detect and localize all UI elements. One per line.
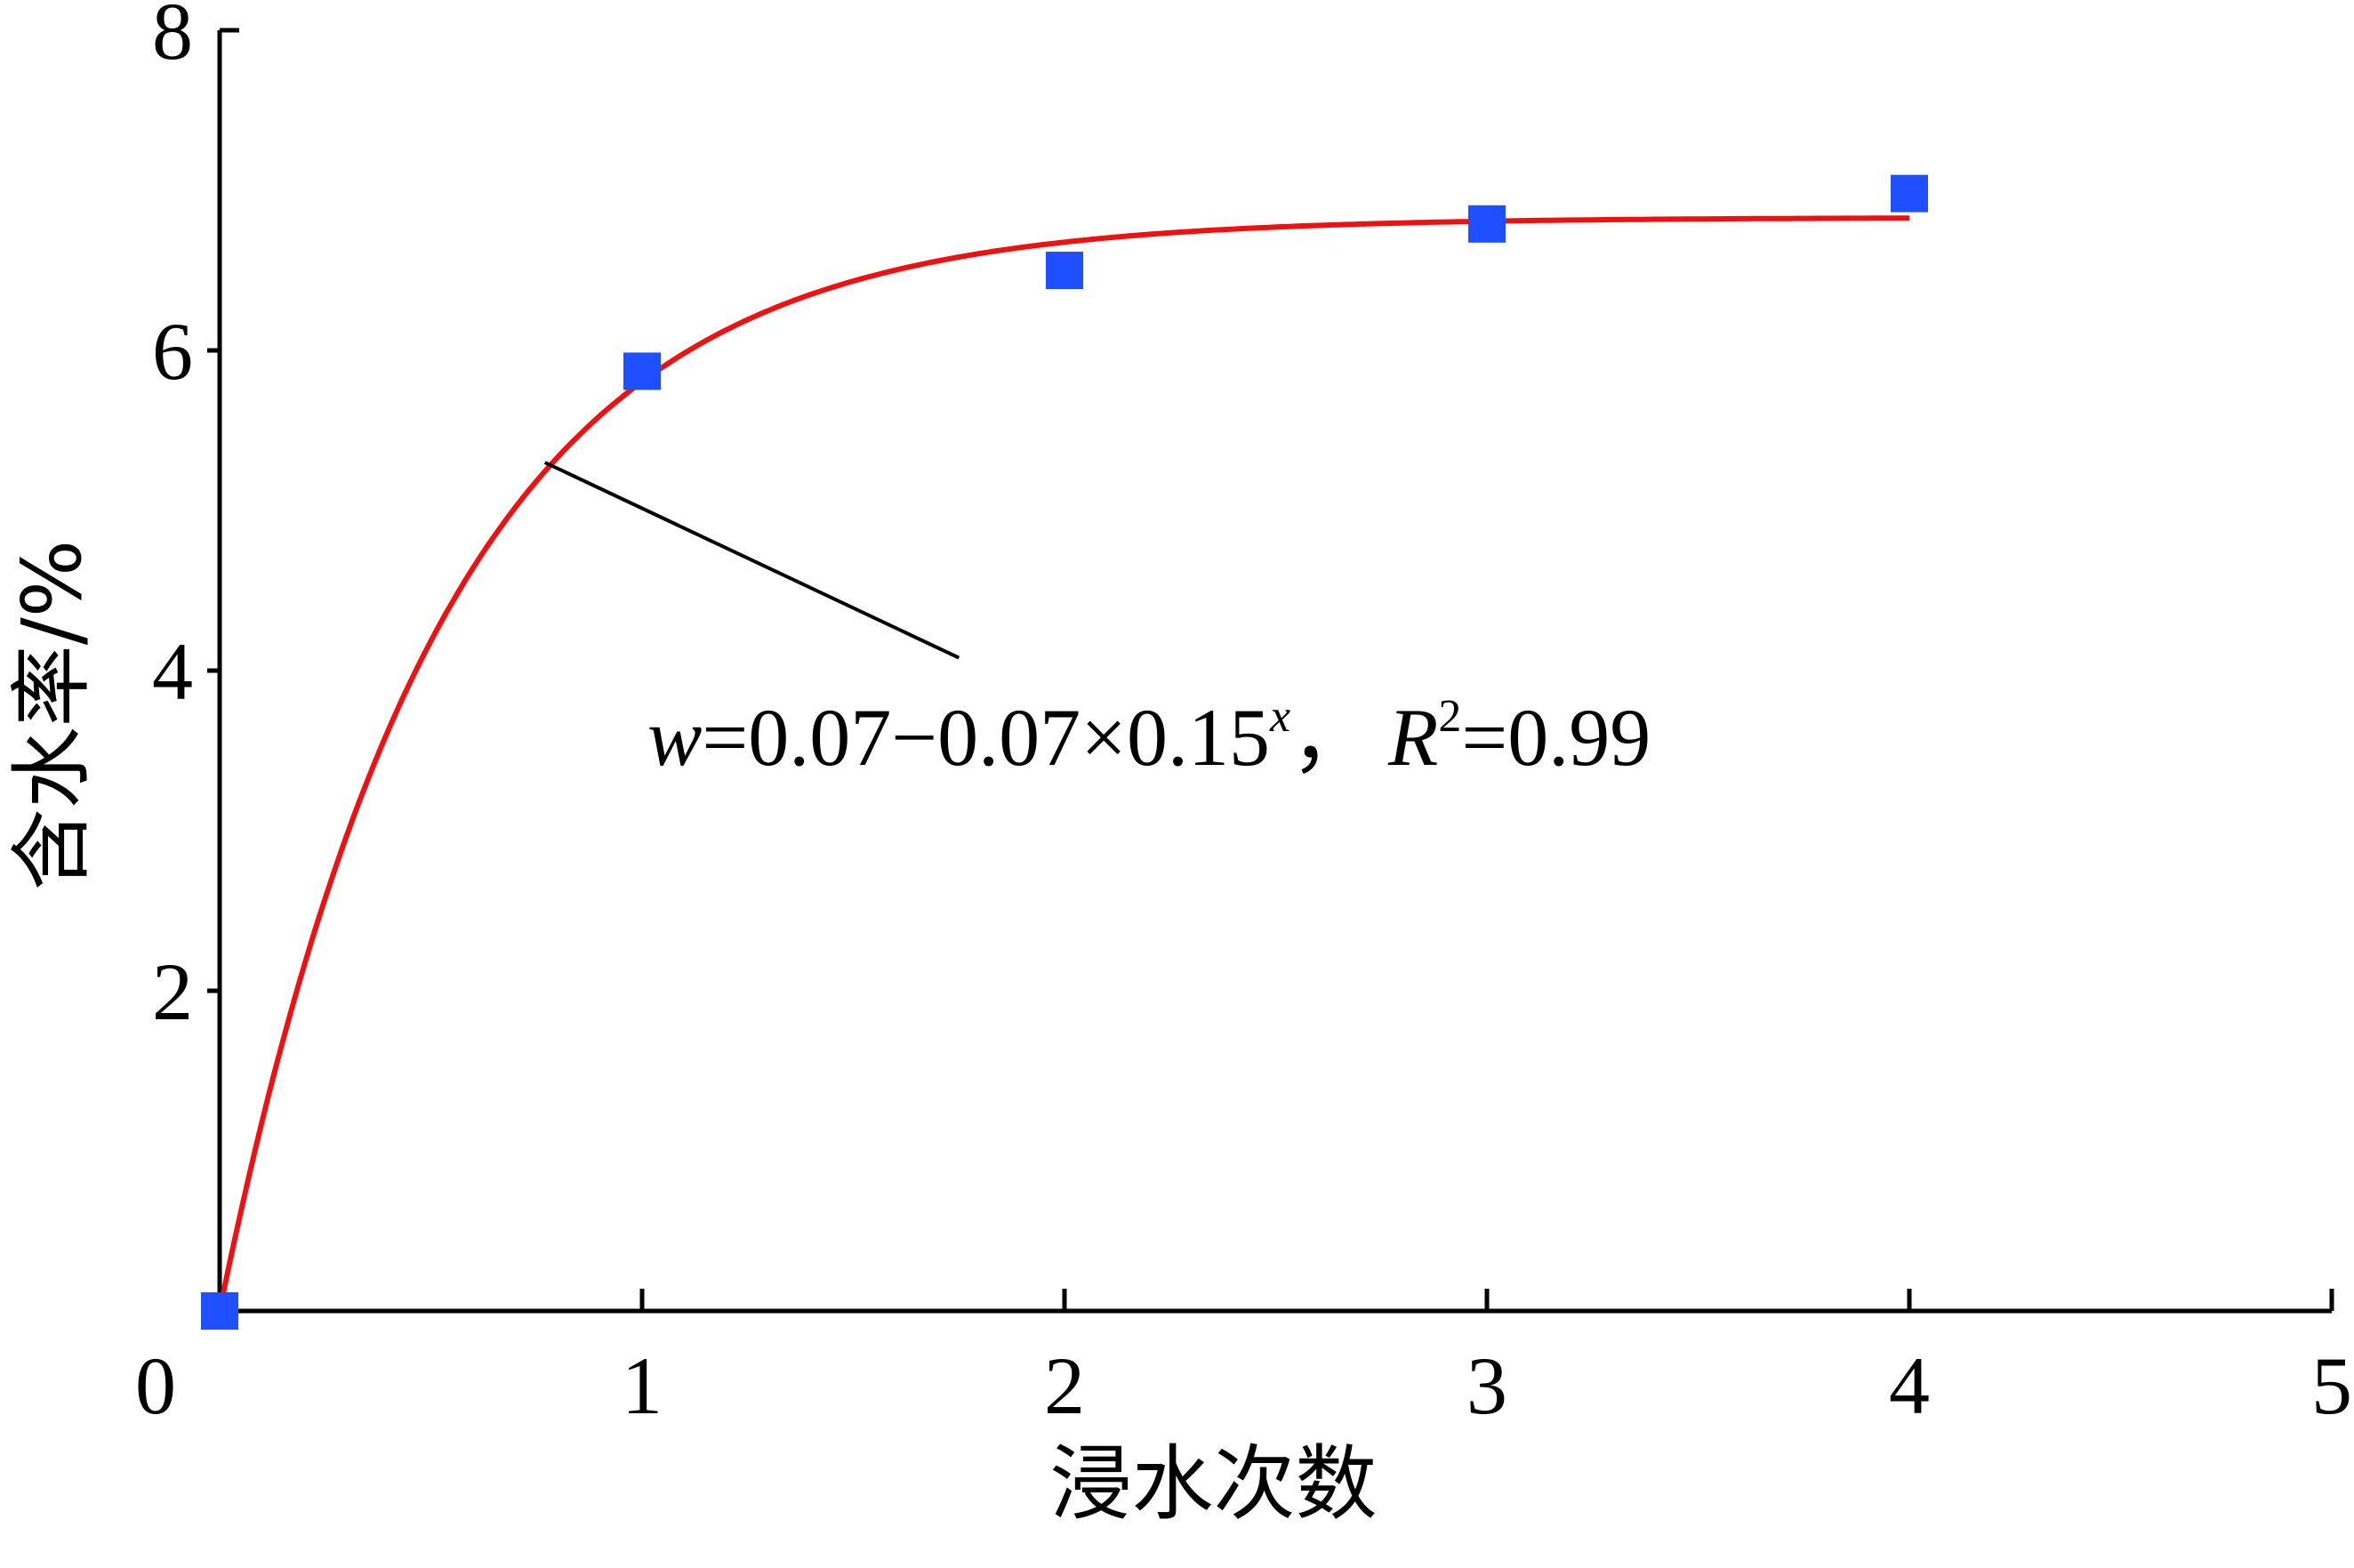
eq-superscript-x: x (1269, 691, 1290, 742)
eq-part-2: =0.99 (1461, 692, 1651, 783)
data-point (1468, 205, 1506, 243)
x-tick-label: 2 (1044, 1340, 1085, 1431)
data-point (1891, 174, 1928, 213)
x-axis-title: 浸水次数 (1049, 1436, 1377, 1532)
x-ticks: 1 2 3 4 5 (622, 1289, 2352, 1431)
data-points (201, 174, 1928, 1330)
eq-var-R: R (1387, 692, 1438, 783)
annotation-pointer-line (543, 461, 960, 660)
y-tick-label: 6 (152, 306, 193, 397)
x-tick-label: 5 (2311, 1340, 2352, 1431)
eq-var-w: w (647, 692, 702, 783)
x-tick-label: 3 (1466, 1340, 1507, 1431)
data-point (1046, 252, 1083, 289)
fit-curve (217, 215, 1909, 1312)
y-tick-label: 2 (152, 946, 193, 1037)
fit-equation-label: w=0.07−0.07×0.15x， R2=0.99 (647, 689, 1651, 784)
eq-part-1: =0.07−0.07×0.15 (702, 692, 1270, 783)
origin-tick-label: 0 (135, 1340, 176, 1431)
y-axis-title: 含水率/% (4, 540, 100, 890)
x-tick-label: 4 (1889, 1340, 1930, 1431)
y-ticks: 2 4 6 8 (152, 0, 239, 1037)
y-tick-label: 4 (152, 626, 193, 717)
eq-separator: ， (1290, 689, 1372, 784)
x-tick-label: 1 (622, 1340, 663, 1431)
y-tick-label: 8 (152, 0, 193, 76)
eq-superscript-2: 2 (1438, 691, 1461, 742)
data-point (201, 1292, 238, 1330)
data-point (623, 352, 661, 390)
